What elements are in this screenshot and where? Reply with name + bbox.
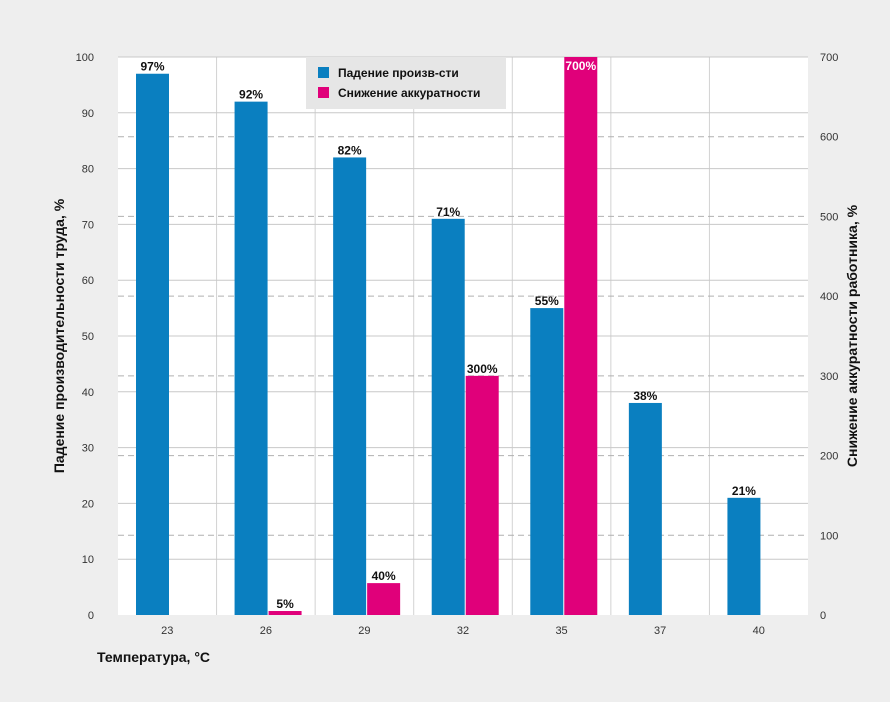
data-label-accuracy: 5% (276, 597, 294, 611)
x-tick-label: 37 (654, 625, 666, 637)
data-label-productivity: 82% (338, 143, 362, 157)
legend-background (306, 57, 506, 109)
data-label-accuracy: 700% (565, 59, 596, 73)
legend: Падение произв-сти Снижение аккуратности (306, 57, 506, 109)
y-tick-label: 60 (82, 275, 94, 287)
y-tick-label: 40 (82, 387, 94, 399)
bar-accuracy (268, 611, 302, 615)
data-label-productivity: 92% (239, 88, 263, 102)
data-label-productivity: 55% (535, 294, 559, 308)
bar-productivity (333, 157, 367, 615)
y-tick-label: 70 (82, 219, 94, 231)
y-tick-label: 90 (82, 108, 94, 120)
x-tick-label: 26 (260, 625, 272, 637)
y-tick-label: 80 (82, 164, 94, 176)
legend-label-productivity: Падение произв-сти (338, 66, 459, 80)
data-labels: 97% 92% 5% 82% 40% 71% 300% 55% 700% 38% 21% (140, 59, 756, 611)
bar-productivity (530, 308, 564, 615)
x-tick-label: 32 (457, 625, 469, 637)
bar-productivity (136, 73, 169, 616)
bar-productivity (234, 101, 268, 615)
y-tick-label: 50 (82, 331, 94, 343)
legend-label-accuracy: Снижение аккуратности (338, 86, 480, 100)
y-tick-label: 30 (82, 443, 94, 455)
bar-productivity (727, 497, 761, 615)
y2-tick-label: 400 (820, 291, 838, 303)
y-axis-title: Падение производительности труда, % (51, 198, 67, 473)
y2-tick-label: 600 (820, 132, 838, 144)
data-label-productivity: 97% (140, 60, 164, 74)
bars (136, 57, 761, 616)
bar-accuracy (564, 57, 598, 615)
y2-tick-label: 100 (820, 530, 838, 542)
legend-swatch-productivity (318, 67, 329, 78)
y2-tick-label: 200 (820, 451, 838, 463)
x-tick-label: 35 (555, 625, 567, 637)
y2-tick-label: 0 (820, 610, 826, 622)
y2-axis-title: Снижение аккуратности работника, % (844, 204, 860, 467)
data-label-accuracy: 40% (372, 569, 396, 583)
x-axis-title: Температура, °C (97, 649, 210, 665)
y2-tick-label: 700 (820, 52, 838, 64)
data-label-productivity: 71% (436, 205, 460, 219)
bar-accuracy (465, 375, 499, 615)
x-tick-label: 23 (161, 625, 173, 637)
data-label-accuracy: 300% (467, 362, 498, 376)
y-tick-label: 20 (82, 498, 94, 510)
tick-labels: 0 10 20 30 40 50 60 70 80 90 100 0 100 200 300 400 500 60… (76, 52, 839, 637)
data-label-productivity: 21% (732, 484, 756, 498)
bar-accuracy (367, 583, 401, 615)
legend-swatch-accuracy (318, 87, 329, 98)
y2-tick-label: 300 (820, 371, 838, 383)
y-tick-label: 10 (82, 554, 94, 566)
y-tick-label: 0 (88, 610, 94, 622)
x-tick-label: 29 (358, 625, 370, 637)
bar-productivity (628, 402, 662, 615)
y2-tick-label: 500 (820, 211, 838, 223)
data-label-productivity: 38% (633, 389, 657, 403)
y-tick-label: 100 (76, 52, 94, 64)
x-tick-label: 40 (753, 625, 765, 637)
bar-productivity (431, 218, 465, 615)
